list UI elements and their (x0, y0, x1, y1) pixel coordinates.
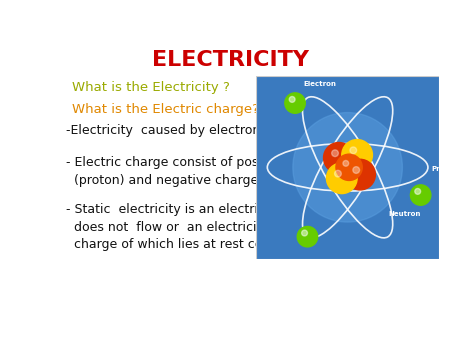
Circle shape (324, 143, 354, 173)
Circle shape (350, 147, 357, 154)
Circle shape (293, 113, 402, 222)
FancyBboxPatch shape (256, 76, 439, 259)
Circle shape (302, 230, 307, 236)
Circle shape (326, 163, 357, 194)
Circle shape (285, 93, 305, 113)
Circle shape (332, 150, 338, 156)
Circle shape (342, 140, 373, 170)
Circle shape (343, 161, 349, 166)
Text: Electron: Electron (303, 81, 336, 87)
Text: -Electricity  caused by electrons move.: -Electricity caused by electrons move. (66, 124, 310, 137)
Circle shape (410, 185, 431, 205)
Text: Neutron: Neutron (388, 211, 421, 217)
Circle shape (335, 170, 341, 177)
Text: ELECTRICITY: ELECTRICITY (152, 50, 309, 70)
Circle shape (289, 96, 295, 102)
Text: - Electric charge consist of positive charge
  (proton) and negative charge ( el: - Electric charge consist of positive ch… (66, 156, 333, 187)
Circle shape (345, 159, 375, 190)
Text: What is the Electricity ?: What is the Electricity ? (72, 81, 230, 94)
Circle shape (297, 226, 318, 247)
Circle shape (336, 154, 362, 180)
Circle shape (353, 167, 360, 173)
Text: What is the Electric charge?: What is the Electric charge? (72, 102, 259, 116)
Text: Proton: Proton (432, 166, 450, 172)
Circle shape (415, 189, 421, 194)
Text: - Static  electricity is an electric charge that
  does not  flow or  an electri: - Static electricity is an electric char… (66, 203, 344, 251)
